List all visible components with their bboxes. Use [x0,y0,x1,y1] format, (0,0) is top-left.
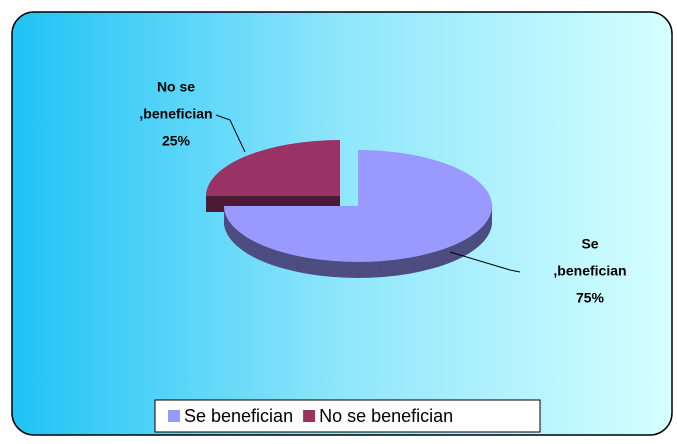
data-label-name: No se [157,79,195,95]
data-label-name: Se [581,236,598,252]
slice [206,140,340,196]
legend [154,399,541,433]
data-label: 25% [162,133,191,149]
leader-line [215,114,246,153]
data-labels: Se ,benefician 75% No se ,benefician 25% [139,79,626,306]
legend-swatch [303,410,316,422]
legend-label: No se benefician [319,406,453,426]
data-label: 75% [576,290,605,306]
legend-items: Se benefician No se benefician [168,406,453,426]
legend-label: Se benefician [184,406,293,426]
data-label-name: ,benefician [553,263,626,279]
legend-swatch [168,410,180,422]
slice [224,150,492,262]
data-label-name: ,benefician [139,106,212,122]
pie [206,140,492,278]
leader-line [449,251,521,273]
